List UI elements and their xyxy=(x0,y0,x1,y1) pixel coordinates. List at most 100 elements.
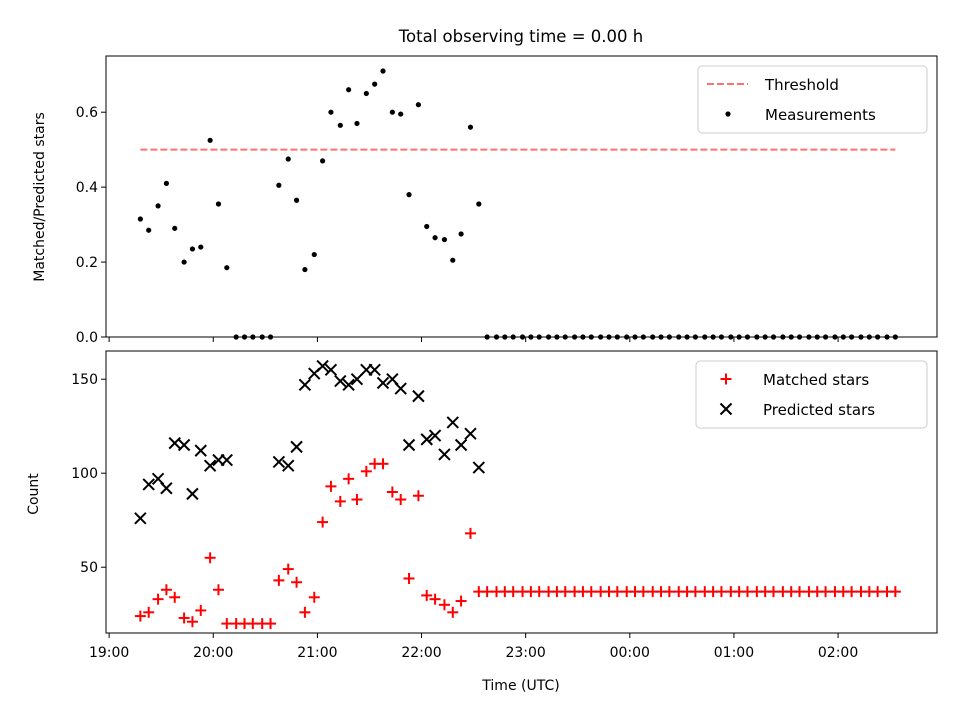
predicted-star-point xyxy=(334,374,347,388)
measurement-point xyxy=(346,87,352,93)
matched-star-point xyxy=(507,586,519,598)
predicted-star-point xyxy=(272,455,286,469)
measurement-point xyxy=(224,265,230,271)
measurement-point xyxy=(467,124,474,130)
matched-star-point xyxy=(299,606,311,618)
matched-star-point xyxy=(221,618,233,630)
matched-star-point xyxy=(455,595,467,607)
matched-star-point xyxy=(412,490,424,502)
measurement-point xyxy=(285,156,291,162)
legend-predicted-label: Predicted stars xyxy=(763,401,875,419)
measurement-point xyxy=(189,246,196,252)
measurement-point xyxy=(415,102,422,108)
predicted-star-point xyxy=(394,382,407,395)
matched-star-point xyxy=(273,574,285,586)
legend-measurement-label: Measurements xyxy=(765,106,876,124)
predicted-star-point xyxy=(160,482,173,495)
bottom-axes-frame xyxy=(105,350,938,634)
matched-star-point xyxy=(533,586,545,598)
predicted-star-point xyxy=(203,459,217,472)
legend-matched-swatch xyxy=(720,373,732,385)
measurement-point xyxy=(398,111,404,117)
matched-star-point xyxy=(585,586,597,598)
predicted-star-point xyxy=(168,436,181,450)
y-tick-label: 0.2 xyxy=(76,255,98,271)
x-tick-label: 02:00 xyxy=(818,645,858,661)
measurement-point xyxy=(155,203,161,209)
bottom-y-axis-label: Count xyxy=(26,473,42,515)
measurement-point xyxy=(276,182,282,188)
measurement-point xyxy=(372,81,378,87)
measurement-point xyxy=(146,227,152,233)
measurement-point xyxy=(406,192,412,198)
y-tick-label: 0.0 xyxy=(76,330,98,346)
matched-star-point xyxy=(212,584,224,596)
predicted-star-point xyxy=(142,478,155,491)
predicted-star-point xyxy=(368,363,381,377)
predicted-star-point xyxy=(290,440,303,454)
top-axes-frame xyxy=(105,55,938,338)
predicted-star-point xyxy=(316,359,329,373)
matched-star-point xyxy=(334,495,346,507)
y-tick-label: 0.6 xyxy=(76,105,98,121)
matched-star-point xyxy=(265,618,277,630)
matched-star-point xyxy=(134,610,146,622)
matched-star-point xyxy=(317,516,329,528)
y-tick-label: 50 xyxy=(80,560,98,576)
matched-star-point xyxy=(186,616,198,628)
matched-star-point xyxy=(386,486,398,498)
measurement-point xyxy=(207,137,213,143)
x-tick-label: 23:00 xyxy=(505,645,545,661)
matched-star-point xyxy=(308,591,320,603)
matched-star-point xyxy=(820,586,832,598)
predicted-star-point xyxy=(376,376,390,390)
matched-star-point xyxy=(846,586,858,598)
matched-star-point xyxy=(291,576,303,588)
x-tick-label: 19:00 xyxy=(89,645,129,661)
measurement-point xyxy=(354,120,360,127)
chart-title: Total observing time = 0.00 h xyxy=(398,27,643,46)
measurement-point xyxy=(172,225,178,231)
measurement-point xyxy=(476,201,482,207)
measurement-point xyxy=(311,251,317,258)
measurement-point xyxy=(320,158,326,164)
predicted-star-point xyxy=(402,438,416,452)
measurement-point xyxy=(181,259,187,265)
matched-star-point xyxy=(169,591,181,603)
predicted-star-point xyxy=(472,461,486,474)
x-tick-label: 01:00 xyxy=(714,645,754,661)
matched-star-point xyxy=(325,480,337,492)
bottom-legend: Matched stars Predicted stars xyxy=(695,360,928,429)
measurement-point xyxy=(163,180,169,186)
matched-star-point xyxy=(768,586,780,598)
measurement-point xyxy=(302,266,308,273)
measurement-point xyxy=(380,68,386,74)
matched-star-point xyxy=(663,586,675,598)
matched-star-point xyxy=(377,458,389,470)
predicted-star-point xyxy=(420,433,433,446)
measurement-point xyxy=(450,257,456,263)
measurement-point xyxy=(432,235,438,241)
predicted-star-point xyxy=(134,512,147,525)
matched-star-point xyxy=(195,604,207,616)
predicted-star-point xyxy=(438,448,451,461)
bottom-plot-area: 50 100 150 19:00 20:00 21:00 22:00 23:00 00:00 01… xyxy=(71,350,938,661)
measurement-point xyxy=(458,231,464,237)
predicted-star-point xyxy=(194,444,207,457)
matched-star-point xyxy=(360,465,372,477)
predicted-star-point xyxy=(220,453,234,467)
matched-star-point xyxy=(689,586,701,598)
predicted-star-point xyxy=(350,372,364,386)
matched-star-point xyxy=(247,618,259,630)
matched-star-point xyxy=(889,586,901,598)
predicted-star-point xyxy=(428,429,442,442)
measurement-point xyxy=(328,109,334,115)
y-tick-label: 100 xyxy=(71,466,98,482)
matched-star-point xyxy=(204,552,216,564)
x-tick-label: 22:00 xyxy=(401,645,441,661)
matched-star-point xyxy=(611,586,623,598)
measurement-point xyxy=(293,197,300,203)
legend-box xyxy=(695,360,928,429)
measurement-point xyxy=(389,109,395,115)
legend-threshold-label: Threshold xyxy=(764,76,839,94)
